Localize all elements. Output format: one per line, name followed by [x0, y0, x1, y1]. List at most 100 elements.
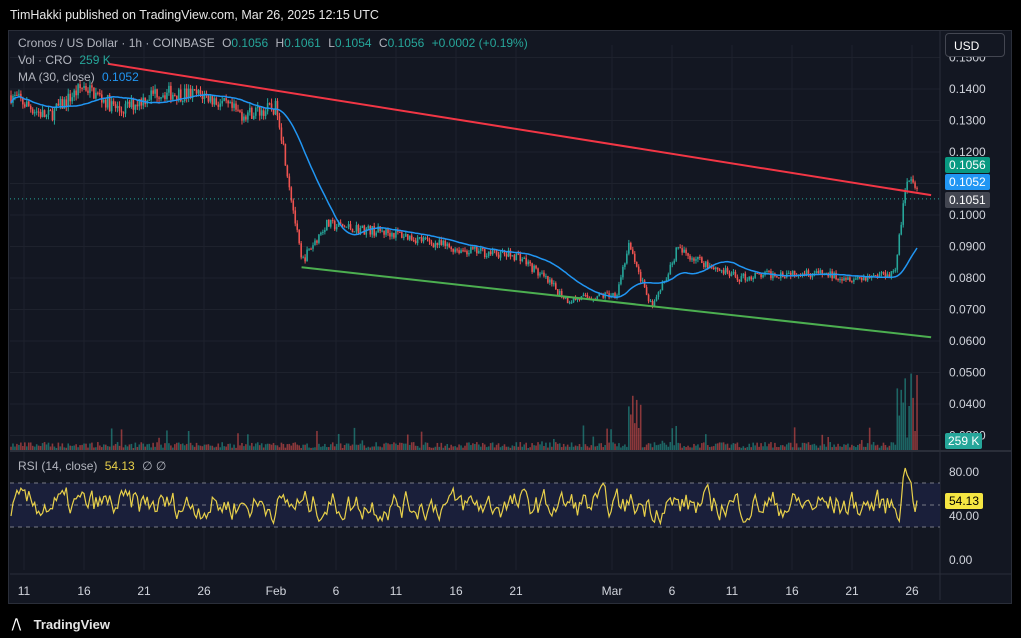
volume-legend[interactable]: Vol · CRO 259 K — [18, 53, 111, 67]
volume-bar — [614, 443, 616, 450]
candle-body — [511, 255, 514, 257]
candle-body — [91, 85, 93, 88]
volume-bar — [691, 447, 693, 450]
volume-bar — [481, 442, 484, 450]
volume-bar — [199, 445, 202, 450]
volume-bar — [754, 445, 756, 450]
candle-body — [628, 242, 630, 254]
volume-bar — [744, 447, 747, 450]
candle-body — [53, 108, 56, 121]
candle-body — [41, 110, 44, 117]
candle-body — [266, 103, 269, 112]
tradingview-logo[interactable]: ⧸⧹ TradingView — [12, 617, 110, 633]
volume-bar — [114, 444, 117, 450]
price-axis-label: 0.0800 — [949, 271, 986, 285]
candle-body — [410, 235, 413, 241]
candle-body — [223, 98, 225, 101]
volume-bar — [53, 446, 56, 450]
candle-body — [67, 93, 70, 107]
volume-bar — [403, 443, 405, 450]
candle-body — [258, 106, 261, 116]
candle-body — [63, 99, 66, 109]
candle-body — [154, 89, 156, 94]
candle-body — [819, 270, 822, 274]
volume-bar — [79, 445, 81, 450]
candle-body — [371, 226, 374, 235]
volume-bar — [663, 442, 666, 450]
volume-bar — [256, 442, 259, 450]
published-text: TimHakki published on TradingView.com, M… — [10, 8, 379, 22]
candle-body — [211, 96, 214, 105]
volume-bar — [140, 442, 143, 450]
candle-body — [667, 274, 670, 280]
candle-body — [71, 97, 73, 102]
volume-bar — [578, 444, 581, 450]
volume-bar — [231, 447, 233, 450]
candle-body — [849, 277, 851, 282]
candle-body — [290, 187, 293, 201]
candle-body — [693, 258, 695, 261]
candle-body — [379, 226, 381, 232]
volume-bar — [420, 431, 423, 450]
volume-bar — [489, 443, 492, 450]
volume-bar — [460, 445, 462, 450]
volume-bar — [97, 442, 99, 450]
candle-body — [732, 271, 735, 274]
volume-bar — [649, 443, 652, 450]
volume-bar — [83, 443, 85, 450]
volume-bar — [233, 444, 235, 450]
candle-body — [722, 270, 725, 274]
candle-body — [331, 220, 334, 222]
volume-bar — [527, 447, 529, 450]
volume-bar — [799, 447, 802, 450]
symbol-legend[interactable]: Cronos / US Dollar · 1h · COINBASE O0.10… — [18, 36, 528, 50]
volume-bar — [414, 445, 417, 450]
candle-body — [906, 181, 908, 190]
candle-body — [99, 93, 101, 95]
candle-body — [213, 98, 216, 105]
candle-body — [778, 277, 780, 279]
candle-body — [882, 272, 885, 274]
volume-bar — [430, 447, 433, 450]
volume-bar — [764, 442, 766, 450]
ma-legend[interactable]: MA (30, close) 0.1052 — [18, 70, 139, 84]
candle-body — [464, 250, 466, 252]
volume-bar — [174, 444, 176, 450]
volume-bar — [69, 445, 72, 450]
volume-bar — [284, 447, 287, 450]
candle-body — [752, 277, 754, 280]
candle-body — [630, 242, 632, 250]
volume-bar — [333, 446, 336, 450]
volume-bar — [555, 442, 557, 450]
candle-body — [302, 257, 304, 259]
volume-bar — [562, 443, 565, 450]
candle-body — [306, 249, 308, 262]
volume-bar — [545, 442, 547, 450]
volume-bar — [106, 446, 109, 450]
volume-bar — [837, 443, 839, 450]
volume-bar — [444, 445, 447, 450]
candle-body — [251, 107, 253, 119]
currency-button[interactable]: USD — [945, 33, 1005, 57]
volume-bar — [783, 446, 786, 450]
moving-average-line — [10, 93, 918, 298]
candle-body — [39, 112, 42, 117]
volume-bar — [681, 447, 683, 450]
volume-bar — [339, 443, 342, 450]
volume-bar — [479, 446, 482, 450]
rsi-legend[interactable]: RSI (14, close) 54.13 ∅ ∅ — [18, 459, 166, 473]
volume-bar — [635, 399, 638, 450]
candle-body — [659, 290, 662, 293]
volume-bar — [177, 442, 180, 450]
volume-bar — [815, 445, 818, 450]
candle-body — [365, 228, 368, 235]
candle-body — [643, 280, 646, 288]
volume-bar — [900, 389, 903, 450]
volume-bar — [813, 443, 816, 450]
time-axis-label: 16 — [785, 584, 799, 598]
candle-body — [584, 294, 587, 296]
volume-bar — [217, 443, 220, 450]
rsi-visibility-icon[interactable]: ∅ ∅ — [142, 459, 167, 473]
candle-body — [853, 279, 855, 282]
